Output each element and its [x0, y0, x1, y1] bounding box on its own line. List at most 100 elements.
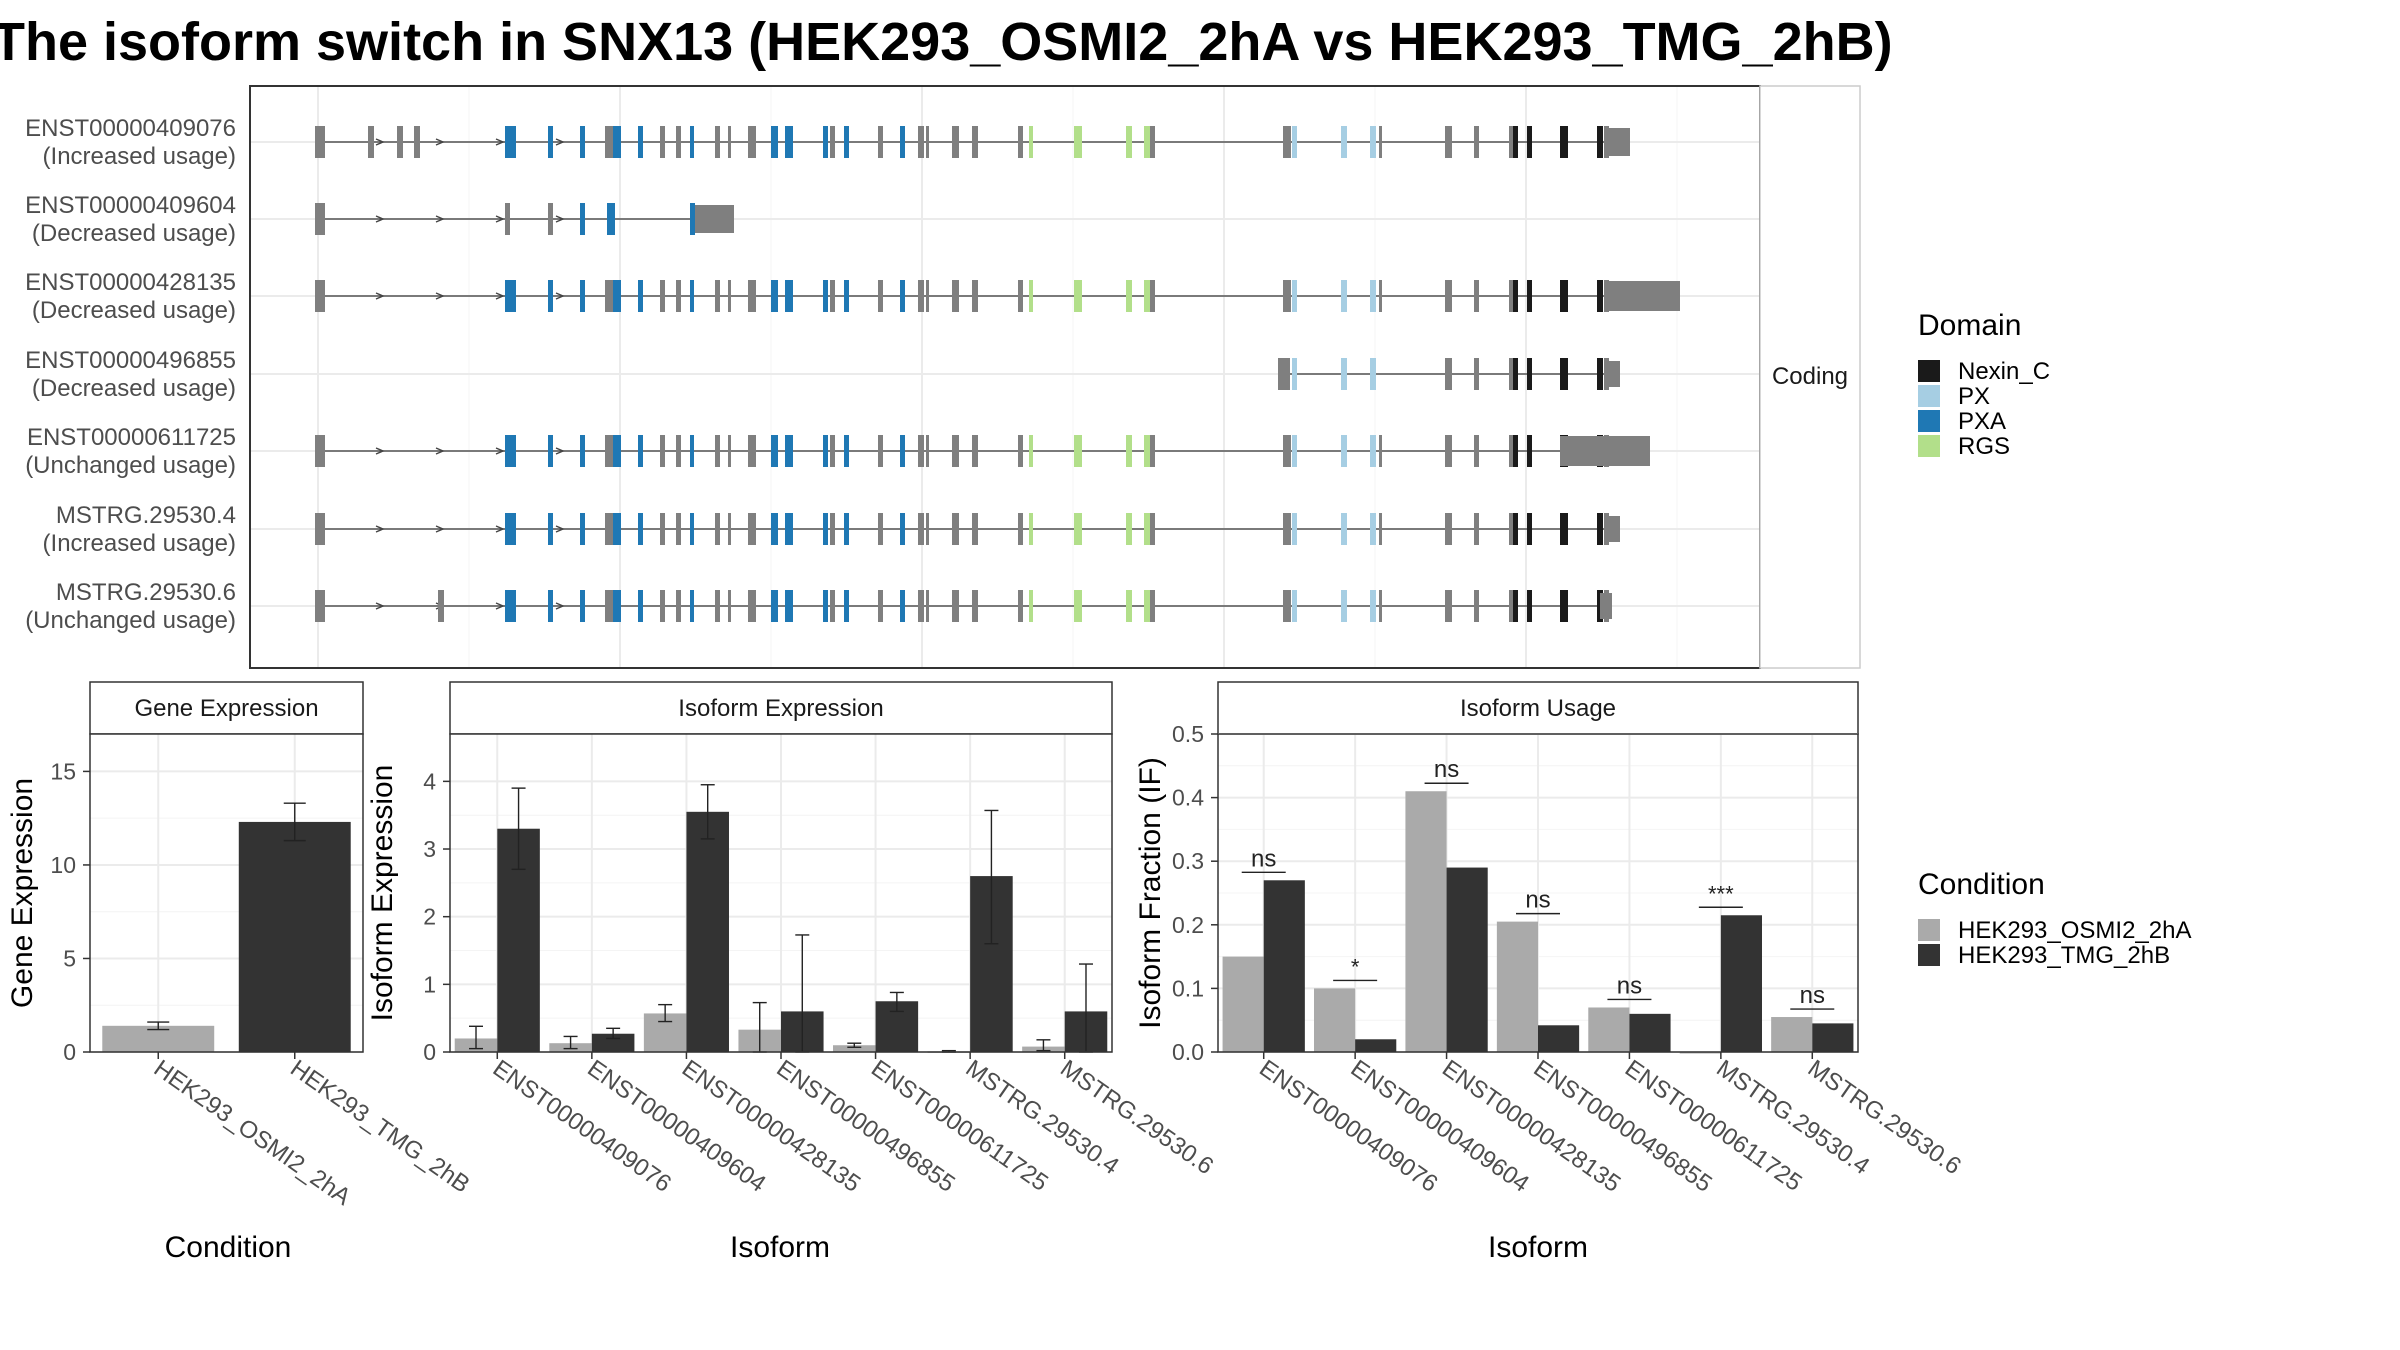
chart-panel: Isoform Expression01234ENST00000409076EN… [366, 681, 1218, 1264]
exon [1074, 280, 1082, 312]
exon [638, 435, 643, 467]
exon [315, 590, 325, 622]
exon [613, 590, 621, 622]
domain-legend-key [1918, 385, 1940, 407]
exon [1150, 126, 1155, 158]
condition-legend-key [1918, 944, 1940, 966]
transcript-id-label: ENST00000611725 [27, 424, 236, 451]
exon [972, 513, 978, 545]
exon [1292, 590, 1297, 622]
exon [1513, 435, 1518, 467]
y-tick-label: 0 [423, 1039, 436, 1065]
strand-arrow-icon [495, 525, 505, 533]
x-tick-label: MSTRG.29530.6 [1803, 1055, 1966, 1180]
transcript-usage-label: (Unchanged usage) [25, 452, 236, 479]
strand-arrow-icon [375, 447, 385, 455]
exon [844, 126, 849, 158]
exon [1560, 590, 1568, 622]
exon [638, 126, 643, 158]
exon [1445, 358, 1452, 390]
exon [830, 590, 835, 622]
panel-strip [1217, 681, 1859, 735]
exon [1370, 358, 1376, 390]
y-tick-label: 0 [63, 1039, 76, 1065]
chart-panel: Isoform Usage 0.0 0.1 0.2 0.3 0.4 0.5 ns * ns ns ns… [1134, 681, 1966, 1264]
exon [1341, 280, 1347, 312]
domain-legend-key [1918, 410, 1940, 432]
exon [918, 126, 924, 158]
y-axis-title: Gene Expression [6, 778, 39, 1008]
transcript-model [315, 590, 1612, 622]
y-tick-label: 1 [423, 971, 436, 997]
bar [1812, 1023, 1854, 1052]
exon [1144, 513, 1150, 545]
exon [785, 126, 793, 158]
exon [1474, 435, 1479, 467]
bar [1222, 956, 1264, 1052]
exon [1018, 126, 1023, 158]
x-tick-label: MSTRG.29530.6 [1055, 1055, 1218, 1180]
exon [1527, 590, 1532, 622]
exon [638, 280, 643, 312]
exon [1144, 280, 1150, 312]
exon [414, 126, 420, 158]
exon [508, 513, 516, 545]
strand-arrow-icon [435, 215, 445, 223]
exon [1513, 513, 1518, 545]
exon [715, 435, 720, 467]
exon [613, 435, 621, 467]
panel-strip [449, 681, 1113, 735]
strip-box [1759, 85, 1861, 669]
bar [1588, 1007, 1630, 1052]
strand-arrow-icon [435, 525, 445, 533]
exon [728, 590, 731, 622]
exon [771, 513, 778, 545]
exon [878, 280, 883, 312]
exon [605, 435, 615, 467]
transcript-id-label: ENST00000409076 [25, 115, 236, 142]
exon [1126, 126, 1132, 158]
panel-border [89, 733, 364, 1053]
y-tick-label: 0.1 [1172, 975, 1204, 1001]
exon [1150, 435, 1155, 467]
exon [823, 280, 828, 312]
x-axis-title: Isoform [1488, 1231, 1588, 1264]
exon [397, 126, 403, 158]
exon [1283, 126, 1291, 158]
transcript-usage-label: (Unchanged usage) [25, 607, 236, 634]
strand-arrow-icon [435, 138, 445, 146]
exon [952, 590, 959, 622]
bar [238, 821, 351, 1052]
significance-label: ns [1251, 845, 1276, 872]
exon [676, 280, 681, 312]
exon [728, 435, 731, 467]
exon [1560, 280, 1568, 312]
strand-arrow-icon [495, 447, 505, 455]
strand-arrow-icon [555, 138, 565, 146]
exon [315, 126, 325, 158]
bar [1355, 1039, 1397, 1052]
exon [972, 435, 978, 467]
exon [878, 126, 883, 158]
exon [548, 435, 553, 467]
exon [1074, 435, 1082, 467]
exon [1126, 513, 1132, 545]
exon [315, 280, 325, 312]
exon [1474, 513, 1479, 545]
exon [1597, 126, 1603, 158]
exon [918, 280, 924, 312]
exon [548, 590, 553, 622]
exon [771, 280, 778, 312]
transcript-id-label: ENST00000428135 [25, 269, 236, 296]
exon [1018, 513, 1023, 545]
exon [844, 435, 849, 467]
utr-block [1606, 281, 1680, 311]
exon [1370, 126, 1376, 158]
exon [918, 513, 924, 545]
exon [1074, 126, 1082, 158]
exon [548, 513, 553, 545]
exon [508, 435, 516, 467]
exon [1509, 513, 1514, 545]
exon [580, 513, 585, 545]
